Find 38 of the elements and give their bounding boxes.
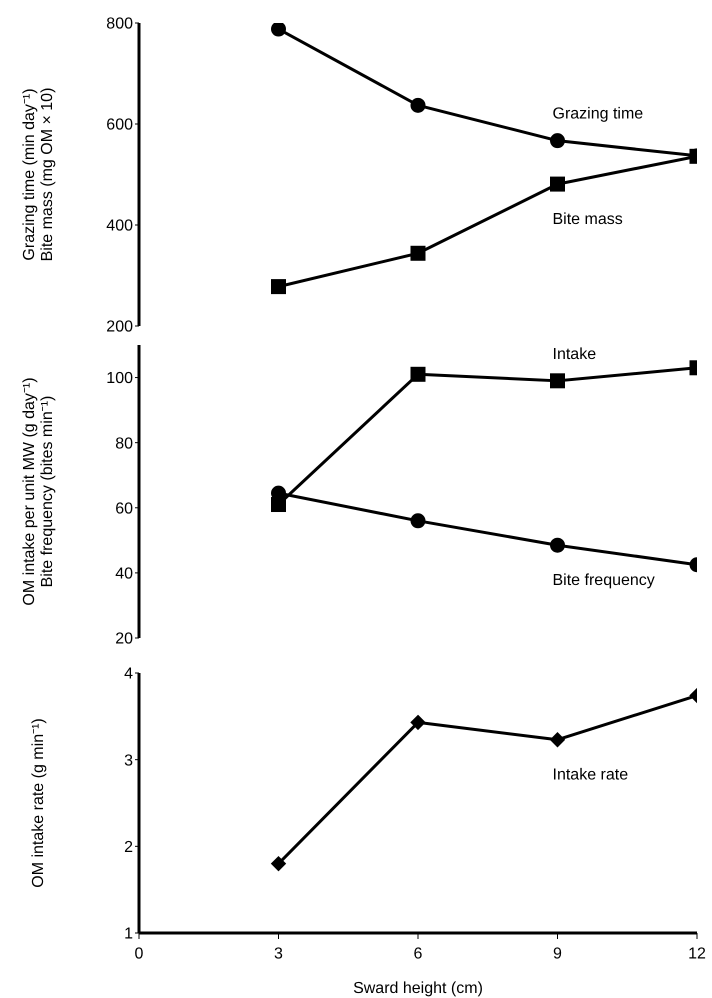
point (550, 133, 565, 148)
y-tick-label: 600 (106, 116, 134, 134)
y-tick-label: 100 (106, 370, 134, 388)
y-axis-title: OM intake per unit MW (g day⁻¹) Bite frequency (bites min⁻¹) (21, 377, 56, 606)
y-tick-label: 200 (106, 318, 134, 336)
point (271, 23, 286, 37)
y-tick-label: 2 (124, 839, 134, 856)
y-tick-label: 4 (124, 666, 134, 683)
x-axis-title: Sward height (cm) (353, 980, 483, 997)
series-label: Grazing time (552, 106, 644, 123)
y-axis-title: OM intake rate (g min⁻¹) (30, 718, 47, 888)
point (550, 732, 565, 748)
y-axis-title: Grazing time (min day⁻¹) Bite mass (mg OM × 10) (21, 88, 56, 262)
point (410, 246, 426, 261)
x-tick-label: 9 (553, 945, 562, 962)
point (410, 98, 426, 113)
y-tick-label: 1 (124, 926, 134, 943)
point (271, 279, 286, 294)
y-tick-label: 60 (115, 500, 134, 518)
series-label: Intake (552, 346, 596, 363)
y-tick-label: 400 (106, 218, 134, 235)
y-tick-label: 40 (115, 566, 134, 583)
y-tick-label: 800 (106, 16, 134, 33)
y-tick-label: 3 (124, 752, 134, 770)
y-tick-label: 80 (115, 435, 134, 452)
point (410, 714, 426, 730)
x-tick-label: 3 (274, 945, 284, 962)
series-label: Intake rate (552, 766, 628, 784)
series-label: Bite frequency (552, 572, 655, 590)
x-tick-label: 6 (414, 945, 423, 962)
series-label: Bite mass (552, 211, 623, 228)
point (550, 176, 565, 192)
point (271, 856, 286, 872)
x-tick-label: 12 (688, 945, 706, 962)
point (410, 366, 426, 382)
y-tick-label: 20 (115, 630, 134, 648)
point (410, 513, 426, 528)
x-tick-label: 0 (134, 945, 144, 962)
